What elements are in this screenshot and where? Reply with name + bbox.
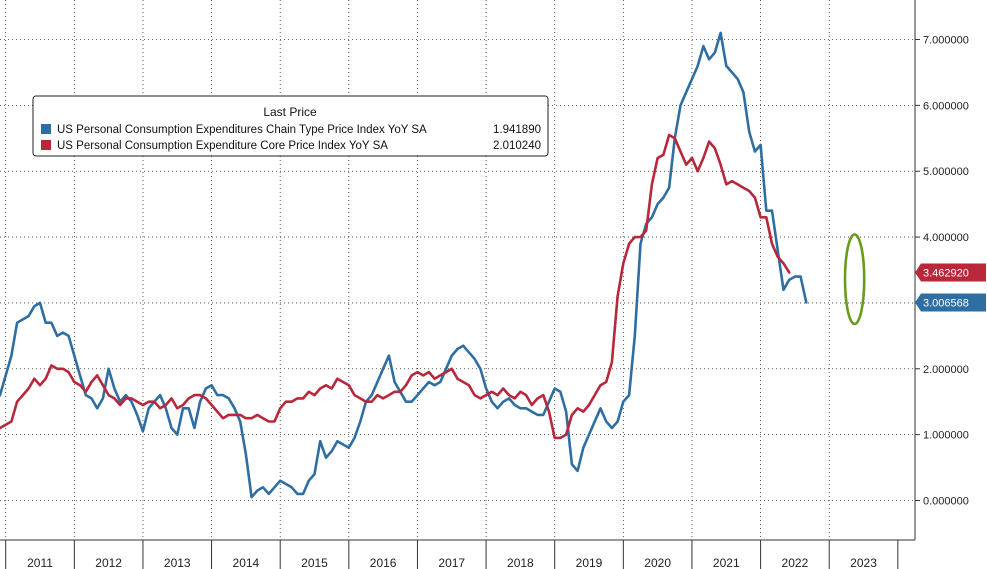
x-tick-label: 2018 (507, 556, 534, 569)
last-value-labels: 3.006568 3.462920 (915, 263, 986, 312)
legend-label-pce: US Personal Consumption Expenditures Cha… (57, 124, 427, 136)
x-tick-label: 2012 (95, 556, 122, 569)
y-tick-label: 1.000000 (923, 430, 969, 442)
legend-swatch-pce (41, 124, 51, 134)
x-tick-label: 2019 (576, 556, 603, 569)
last-value-text: 3.006568 (923, 297, 969, 309)
x-tick-label: 2017 (438, 556, 465, 569)
y-tick-label: 4.000000 (923, 232, 969, 244)
last-value-text: 3.462920 (923, 267, 969, 279)
legend-swatch-core-pce (41, 140, 51, 150)
last-value-label-core-pce: 3.462920 (915, 263, 986, 282)
x-tick-label: 2023 (850, 556, 877, 569)
x-tick-label: 2021 (713, 556, 740, 569)
grid (0, 0, 915, 540)
series-line-core-pce (0, 133, 791, 440)
highlight-ellipse-shape (843, 233, 866, 326)
legend-label-core-pce: US Personal Consumption Expenditure Core… (57, 140, 388, 152)
y-tick-label: 5.000000 (923, 166, 969, 178)
y-axis: 7.0000006.0000005.0000004.0000003.000000… (914, 0, 969, 540)
x-tick-label: 2022 (782, 556, 809, 569)
x-tick-label: 2016 (370, 556, 397, 569)
last-value-label-pce: 3.006568 (915, 293, 986, 312)
y-tick-label: 2.000000 (923, 364, 969, 376)
x-tick-label: 2020 (644, 556, 671, 569)
legend-title: Last Price (263, 105, 317, 119)
legend-value-pce: 1.941890 (493, 124, 541, 136)
x-tick-label: 2013 (164, 556, 191, 569)
y-tick-label: 6.000000 (923, 100, 969, 112)
legend: Last Price US Personal Consumption Expen… (32, 95, 549, 157)
plot-area (0, 0, 915, 540)
legend-box (32, 95, 549, 157)
y-tick-label: 7.000000 (923, 35, 969, 47)
highlight-ellipse (843, 233, 866, 326)
series-lines (0, 31, 808, 499)
x-tick-label: 2014 (233, 556, 260, 569)
x-tick-label: 2015 (301, 556, 328, 569)
legend-value-core-pce: 2.010240 (493, 140, 541, 152)
last-value-tag (915, 293, 986, 312)
series-line-pce (0, 31, 808, 499)
x-axis: 2011 2012 2013 2014 2015 2016 2017 2018 2019 2020… (0, 539, 915, 569)
y-tick-label: 0.000000 (923, 495, 969, 507)
last-value-tag (915, 263, 986, 282)
x-tick-label: 2011 (27, 556, 53, 569)
